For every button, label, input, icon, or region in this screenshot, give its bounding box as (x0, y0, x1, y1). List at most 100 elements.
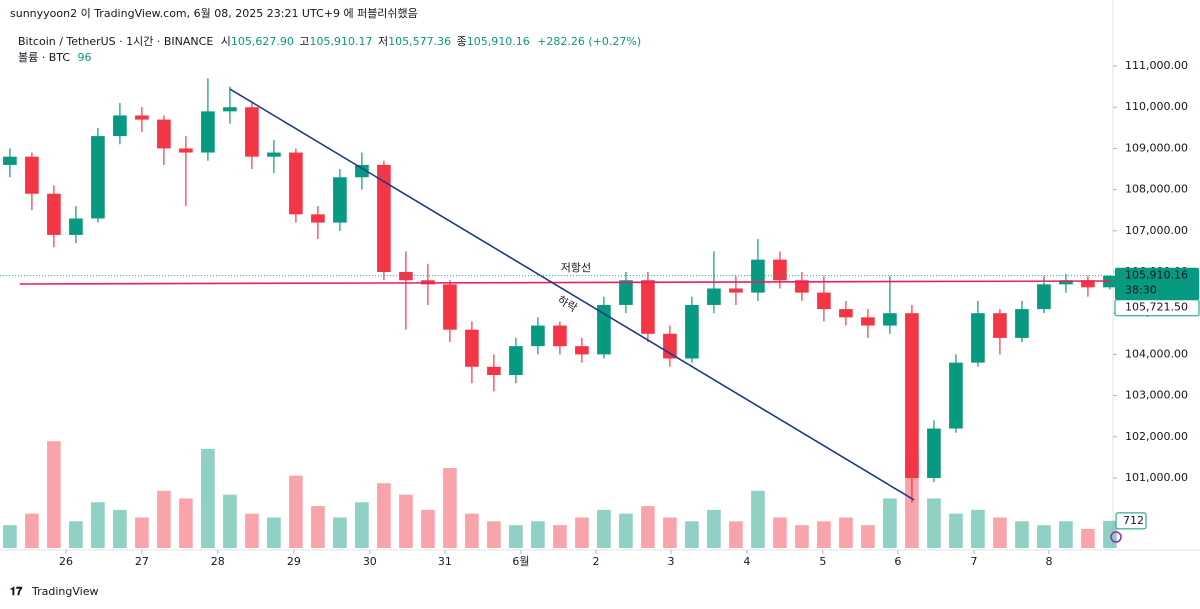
volume-bar (245, 513, 259, 548)
candle-body (509, 346, 523, 375)
volume-bar (69, 521, 83, 548)
volume-bar (861, 525, 875, 548)
x-tick-label: 26 (59, 555, 73, 568)
candle-body (553, 325, 567, 347)
volume-bar (25, 513, 39, 548)
candle-body (641, 280, 655, 334)
candle-body (927, 428, 941, 478)
y-tick-label: 108,000.00 (1125, 183, 1188, 196)
x-tick-label: 29 (287, 555, 301, 568)
candle-body (157, 119, 171, 149)
legend-line: Bitcoin / TetherUS · 1시간 · BINANCE 시 105,… (18, 35, 641, 48)
candle (333, 169, 347, 231)
x-tick-label: 5 (819, 555, 826, 568)
candle (113, 103, 127, 145)
candle-body (707, 288, 721, 305)
volume-bar (839, 517, 853, 548)
y-tick-label: 104,000.00 (1125, 347, 1188, 360)
candle (311, 206, 325, 240)
volume-series (3, 441, 1117, 548)
candle (795, 272, 809, 301)
volume-bar (157, 490, 171, 548)
volume-bar (553, 525, 567, 548)
candle (69, 206, 83, 244)
candle-body (3, 156, 17, 165)
candle-body (1059, 280, 1073, 285)
candle-body (443, 284, 457, 330)
volume-bar (685, 521, 699, 548)
candle (487, 354, 501, 392)
candle (3, 148, 17, 178)
candle-body (487, 366, 501, 375)
candle-body (575, 346, 589, 355)
volume-bar (927, 498, 941, 548)
volume-bar (641, 506, 655, 548)
trend-line (19, 280, 1113, 285)
candle (971, 300, 985, 367)
candle-body (377, 164, 391, 273)
chart-title: Bitcoin / TetherUS · 1시간 · BINANCE (18, 35, 213, 48)
candle (531, 317, 545, 355)
legend-label: 시 (221, 35, 231, 48)
candle (1037, 276, 1051, 314)
legend-label: 저 (378, 35, 388, 48)
volume-label: 712 (1123, 514, 1144, 527)
candle (465, 321, 479, 384)
volume-bar (1081, 528, 1095, 548)
volume-bar (1103, 520, 1117, 548)
price-label-box (1115, 267, 1199, 300)
candle (1059, 274, 1073, 293)
volume-bar (355, 502, 369, 548)
x-tick-label: 4 (743, 555, 750, 568)
candle-body (993, 313, 1007, 338)
candle (399, 251, 413, 330)
candle (355, 152, 369, 190)
volume-bar (113, 509, 127, 548)
candle-body (47, 193, 61, 235)
x-tick-label: 27 (135, 555, 149, 568)
candle-body (113, 115, 127, 137)
candle (575, 337, 589, 363)
volume-bar (201, 448, 215, 548)
volume-bar (399, 494, 413, 548)
candle-body (333, 177, 347, 223)
x-tick-label: 3 (668, 555, 675, 568)
volume-bar (311, 506, 325, 548)
candle-body (267, 152, 281, 157)
y-tick-label: 101,000.00 (1125, 471, 1188, 484)
candle-body (201, 111, 215, 153)
candle-body (839, 309, 853, 318)
volume-bar (993, 517, 1007, 548)
candle-body (69, 218, 83, 235)
volume-bar (795, 525, 809, 548)
x-tick-label: 2 (592, 555, 599, 568)
candle-body (619, 280, 633, 305)
header: sunnyyoon2 이 TradingView.com, 6월 08, 202… (10, 7, 418, 20)
y-tick-label: 110,000.00 (1125, 100, 1188, 113)
logo-mark: 𝟏𝟕 (10, 585, 23, 598)
volume-bar (1037, 525, 1051, 548)
candle (839, 300, 853, 326)
volume-bar (377, 483, 391, 548)
candle-body (905, 313, 919, 478)
candle (1081, 276, 1095, 297)
logo: 𝟏𝟕 (10, 585, 23, 598)
candle (619, 272, 633, 314)
volume-bar (3, 525, 17, 548)
volume-bar (597, 509, 611, 548)
candle-body (223, 107, 237, 112)
legend-value: 105,910.17 (310, 35, 373, 48)
candle-body (179, 148, 193, 153)
candle (685, 296, 699, 363)
volume-value: 96 (78, 51, 92, 64)
volume-bar (487, 521, 501, 548)
candle-body (399, 272, 413, 281)
volume-bar (707, 509, 721, 548)
volume-bar (663, 517, 677, 548)
volume-bar (223, 494, 237, 548)
candle (201, 78, 215, 161)
volume-bar (333, 517, 347, 548)
volume-bar (817, 521, 831, 548)
candle (641, 272, 655, 343)
candle-body (465, 329, 479, 367)
